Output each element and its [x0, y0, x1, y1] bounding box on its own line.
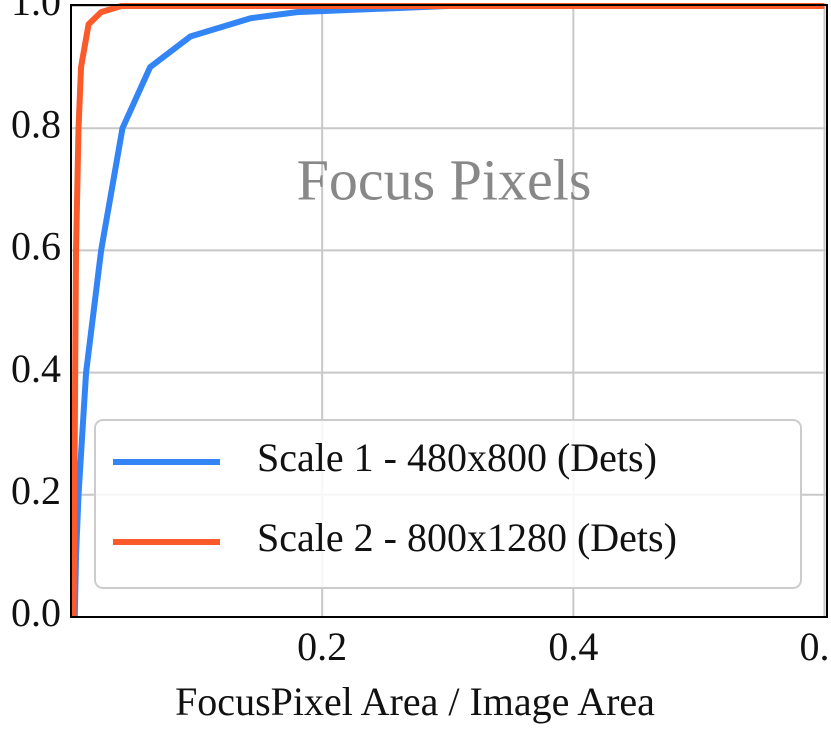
line-series — [70, 3, 825, 618]
x-axis-label: FocusPixel Area / Image Area — [175, 679, 655, 724]
legend-box — [94, 419, 802, 589]
plot-frame — [70, 4, 828, 618]
y-tick-label: 0.6 — [11, 224, 61, 269]
y-tick-label: 0.0 — [11, 590, 61, 635]
x-tick-label: 0.2 — [297, 624, 347, 669]
annotation: Focus Pixels — [297, 147, 592, 212]
y-tick-label: 0.8 — [11, 101, 61, 146]
y-tick-label: 1.0 — [11, 0, 61, 24]
y-tick-label: 0.4 — [11, 346, 61, 391]
legend-label: Scale 1 - 480x800 (Dets) — [257, 435, 657, 480]
legend: Scale 1 - 480x800 (Dets) Scale 2 - 800x12… — [94, 419, 802, 589]
legend-label: Scale 2 - 800x1280 (Dets) — [257, 515, 677, 560]
x-tick-label: 0.4 — [548, 624, 598, 669]
x-tick-label: 0.6 — [799, 624, 831, 669]
y-tick-label: 0.2 — [11, 468, 61, 513]
line-series — [71, 3, 825, 618]
